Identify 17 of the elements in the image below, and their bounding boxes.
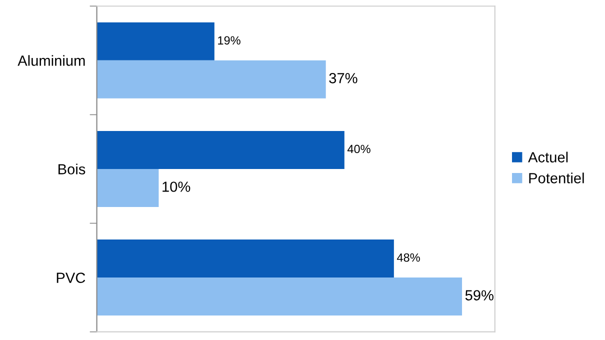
legend-label: Actuel xyxy=(528,152,568,162)
bar xyxy=(96,240,394,278)
legend-label: Potentiel xyxy=(529,172,584,184)
bar xyxy=(96,22,214,60)
bar xyxy=(96,60,326,98)
data-label: 10% xyxy=(162,182,190,192)
data-label: 37% xyxy=(329,72,358,84)
bar xyxy=(96,130,344,169)
y-tick-label: PVC xyxy=(56,272,86,283)
y-tick-label: Aluminium xyxy=(18,55,85,66)
data-label: 48% xyxy=(396,253,420,262)
data-label: 59% xyxy=(465,290,494,300)
bar xyxy=(96,278,462,316)
y-tick-label: Bois xyxy=(58,164,86,174)
data-label: 40% xyxy=(347,144,370,154)
data-label: 19% xyxy=(218,36,240,45)
bar xyxy=(96,168,159,207)
